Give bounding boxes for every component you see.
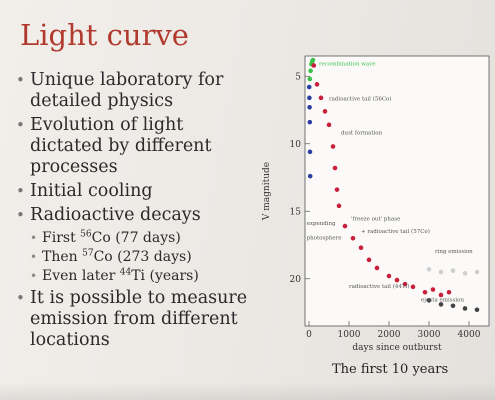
bottom-shadow: [0, 382, 495, 400]
data-point: [332, 165, 338, 171]
x-tick-label: 3000: [418, 330, 441, 340]
data-point: [336, 203, 342, 209]
chart-annotation: photosphere: [307, 236, 342, 242]
data-point: [402, 281, 408, 287]
sub-bullet-dot-icon: •: [30, 250, 38, 264]
bullet-dot-icon: •: [16, 182, 25, 200]
sub-rest: Ti (years): [131, 268, 199, 284]
data-point: [307, 105, 312, 110]
x-tick-label: 1000: [338, 330, 361, 340]
data-point: [474, 269, 480, 275]
data-point: [310, 57, 316, 63]
data-point: [322, 109, 328, 114]
sub-bullet-item: • First 56Co (77 days): [30, 229, 256, 248]
data-point: [314, 82, 320, 87]
data-point: [318, 95, 324, 101]
data-point: [350, 235, 356, 241]
data-point: [410, 284, 416, 290]
data-point: [307, 95, 312, 101]
bullet-dot-icon: •: [16, 206, 25, 224]
data-point: [438, 269, 444, 275]
chart-annotation: recombination wave: [319, 61, 376, 67]
data-point: [308, 68, 313, 74]
sub-rest: Co (77 days): [91, 230, 181, 246]
isotope-number: 57: [82, 248, 94, 259]
data-point: [366, 257, 372, 263]
bullet-dot-icon: •: [16, 71, 25, 89]
data-point: [438, 302, 444, 307]
sub-bullet-dot-icon: •: [30, 231, 38, 245]
y-tick-label: 5: [295, 72, 301, 82]
bullet-item: • Evolution of light dictated by differe…: [16, 115, 256, 178]
data-point: [307, 173, 313, 179]
bullet-text: Radioactive decays: [30, 205, 201, 225]
data-point: [326, 122, 332, 128]
bullet-dot-icon: •: [16, 116, 25, 134]
sub-rest: Co (273 days): [93, 249, 192, 265]
bullet-text: Initial cooling: [30, 181, 153, 201]
isotope-number: 44: [119, 267, 132, 278]
x-tick-label: 2000: [378, 330, 401, 340]
sub-bullet-item: • Even later 44Ti (years): [30, 267, 256, 286]
data-point: [330, 144, 336, 149]
x-tick-label: 4000: [458, 330, 481, 340]
data-point: [438, 292, 444, 298]
bullet-list: • Unique laboratory for detailed physics…: [16, 70, 256, 354]
chart-annotation: radioactive tail (56Co): [329, 96, 392, 103]
data-point: [430, 287, 436, 292]
bullet-text: It is possible to measure emission from …: [30, 288, 248, 350]
data-point: [394, 277, 400, 283]
y-tick-label: 15: [290, 207, 302, 217]
data-point: [374, 265, 380, 271]
data-point: [386, 273, 392, 279]
data-point: [358, 245, 364, 250]
data-point: [474, 307, 480, 313]
light-curve-chart: 0 1000 2000 3000 4000 5 10 15 20 days since outbu…: [262, 55, 490, 353]
sub-prefix: First: [42, 230, 81, 246]
chart-annotation: radioactive tail (44Ti): [349, 283, 409, 290]
sub-bullet-item: • Then 57Co (273 days): [30, 248, 256, 267]
bullet-item: • Initial cooling: [16, 181, 256, 202]
data-point: [307, 149, 313, 155]
data-point: [311, 63, 317, 68]
bullet-text: Unique laboratory for detailed physics: [30, 70, 224, 111]
sub-prefix: Then: [42, 249, 83, 265]
data-point: [462, 306, 468, 311]
bullet-item: • Radioactive decays: [16, 205, 256, 226]
chart-caption: The first 10 years: [332, 362, 449, 377]
chart-annotation: ejecta emission: [421, 298, 464, 304]
y-axis-label: V magnitude: [262, 162, 272, 221]
data-point: [334, 187, 340, 192]
chart-annotation: + radioactive tail (57Co): [361, 228, 430, 235]
data-point: [342, 223, 348, 229]
data-point: [426, 267, 432, 272]
data-point: [307, 119, 313, 125]
sub-bullet-dot-icon: •: [30, 269, 38, 283]
bullet-text: Evolution of light dictated by different…: [30, 115, 212, 177]
chart-annotation: expending: [307, 221, 336, 227]
bullet-item: • It is possible to measure emission fro…: [16, 288, 256, 351]
chart-annotation: dust formation: [341, 130, 383, 136]
data-point: [422, 289, 428, 295]
isotope-number: 56: [80, 229, 92, 240]
slide-title: Light curve: [20, 18, 189, 52]
bullet-item: • Unique laboratory for detailed physics: [16, 70, 256, 112]
x-axis-label: days since outburst: [352, 343, 442, 353]
chart-annotation: 'freeze out' phase: [351, 217, 400, 223]
data-point: [306, 84, 312, 90]
data-point: [450, 303, 456, 309]
data-point: [450, 268, 456, 273]
y-tick-label: 10: [290, 140, 302, 150]
chart-annotation: ring emission: [435, 249, 473, 255]
data-point: [446, 289, 452, 295]
y-tick-label: 20: [290, 275, 302, 285]
sub-prefix: Even later: [42, 268, 120, 284]
x-tick-label: 0: [306, 330, 312, 340]
sub-bullet-list: • First 56Co (77 days) • Then 57Co (273 …: [30, 229, 256, 286]
data-point: [307, 76, 313, 82]
data-point: [426, 298, 432, 303]
bullet-dot-icon: •: [16, 289, 25, 307]
data-point: [462, 271, 468, 276]
